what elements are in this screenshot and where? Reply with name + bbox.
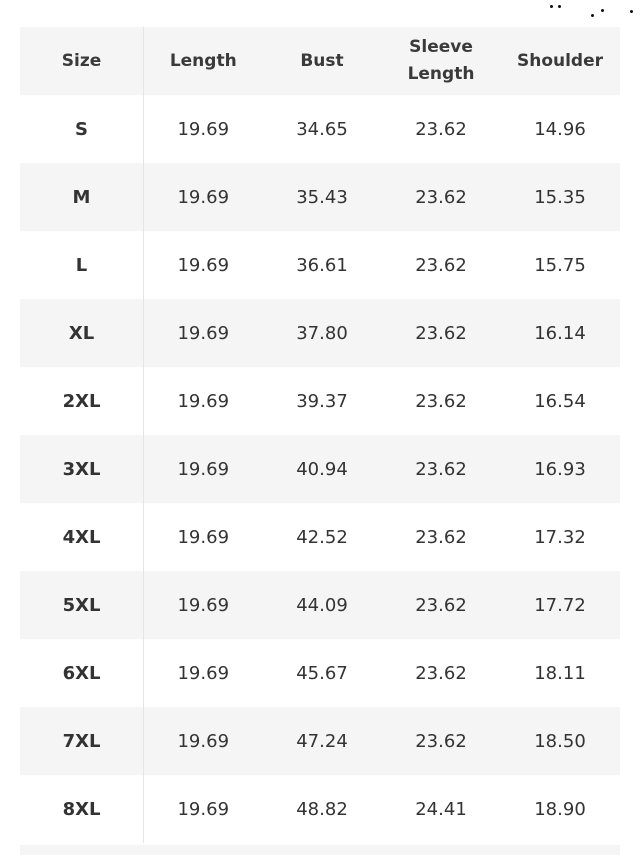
cell-shoulder: 18.50 [534, 730, 586, 752]
cell-bust: 45.67 [296, 662, 348, 684]
cell-length: 19.69 [177, 526, 230, 548]
cell-length: 19.69 [177, 594, 230, 616]
cell-length: 19.69 [177, 322, 230, 344]
next-row-partial [20, 845, 620, 855]
cell-size: 4XL [20, 503, 144, 571]
cell-sleeve-length: 24.41 [415, 798, 467, 820]
cell-size: 6XL [20, 639, 144, 707]
dot [550, 5, 553, 8]
cell-bust: 44.09 [296, 594, 348, 616]
cell-shoulder: 16.14 [534, 322, 586, 344]
cell-length: 19.69 [177, 798, 230, 820]
table-row: S 19.69 34.65 23.62 14.96 [20, 95, 620, 163]
cell-bust: 34.65 [296, 118, 348, 140]
cell-bust: 37.80 [296, 322, 348, 344]
table-row: L 19.69 36.61 23.62 15.75 [20, 231, 620, 299]
header-bust: Bust [300, 50, 344, 71]
cell-sleeve-length: 23.62 [415, 526, 467, 548]
header-row: Size Length Bust Sleeve Length Shoulder [20, 27, 620, 95]
cell-shoulder: 15.35 [534, 186, 586, 208]
cell-size: 5XL [20, 571, 144, 639]
cell-sleeve-length: 23.62 [415, 254, 467, 276]
cell-bust: 48.82 [296, 798, 348, 820]
header-shoulder: Shoulder [516, 50, 604, 71]
cell-shoulder: 17.32 [534, 526, 586, 548]
cell-size: 7XL [20, 707, 144, 775]
cell-size: M [20, 163, 144, 231]
cell-length: 19.69 [177, 118, 230, 140]
header-sleeve-length: Sleeve Length [407, 37, 475, 84]
cell-length: 19.69 [177, 254, 230, 276]
cell-size: XL [20, 299, 144, 367]
table-row: 4XL 19.69 42.52 23.62 17.32 [20, 503, 620, 571]
cell-length: 19.69 [177, 730, 230, 752]
dot [630, 10, 633, 13]
cell-sleeve-length: 23.62 [415, 186, 467, 208]
cell-length: 19.69 [177, 390, 230, 412]
cell-size: 8XL [20, 775, 144, 843]
cell-sleeve-length: 23.62 [415, 458, 467, 480]
cell-bust: 40.94 [296, 458, 348, 480]
dot [558, 5, 561, 8]
table-row: 7XL 19.69 47.24 23.62 18.50 [20, 707, 620, 775]
cell-sleeve-length: 23.62 [415, 730, 467, 752]
cell-shoulder: 14.96 [534, 118, 586, 140]
cell-shoulder: 16.54 [534, 390, 586, 412]
table-row: M 19.69 35.43 23.62 15.35 [20, 163, 620, 231]
cell-shoulder: 18.11 [534, 662, 586, 684]
table-row: 8XL 19.69 48.82 24.41 18.90 [20, 775, 620, 843]
cell-sleeve-length: 23.62 [415, 594, 467, 616]
cell-sleeve-length: 23.62 [415, 662, 467, 684]
header-length: Length [169, 50, 237, 71]
cell-size: S [20, 95, 144, 163]
cell-length: 19.69 [177, 186, 230, 208]
table-row: 5XL 19.69 44.09 23.62 17.72 [20, 571, 620, 639]
header-size: Size [20, 27, 144, 95]
cell-length: 19.69 [177, 458, 230, 480]
cell-sleeve-length: 23.62 [415, 390, 467, 412]
cell-shoulder: 15.75 [534, 254, 586, 276]
size-chart-table: Size Length Bust Sleeve Length Shoulder … [20, 27, 620, 843]
cell-shoulder: 17.72 [534, 594, 586, 616]
cell-shoulder: 16.93 [534, 458, 586, 480]
cell-size: 3XL [20, 435, 144, 503]
table-row: 2XL 19.69 39.37 23.62 16.54 [20, 367, 620, 435]
cell-sleeve-length: 23.62 [415, 118, 467, 140]
cell-sleeve-length: 23.62 [415, 322, 467, 344]
cell-size: L [20, 231, 144, 299]
table-row: XL 19.69 37.80 23.62 16.14 [20, 299, 620, 367]
cell-shoulder: 18.90 [534, 798, 586, 820]
cell-bust: 39.37 [296, 390, 348, 412]
table-row: 6XL 19.69 45.67 23.62 18.11 [20, 639, 620, 707]
cell-size: 2XL [20, 367, 144, 435]
cell-bust: 36.61 [296, 254, 348, 276]
dot [591, 14, 594, 17]
cell-length: 19.69 [177, 662, 230, 684]
cell-bust: 42.52 [296, 526, 348, 548]
cell-bust: 47.24 [296, 730, 348, 752]
cell-bust: 35.43 [296, 186, 348, 208]
dot [601, 9, 604, 12]
table-row: 3XL 19.69 40.94 23.62 16.93 [20, 435, 620, 503]
